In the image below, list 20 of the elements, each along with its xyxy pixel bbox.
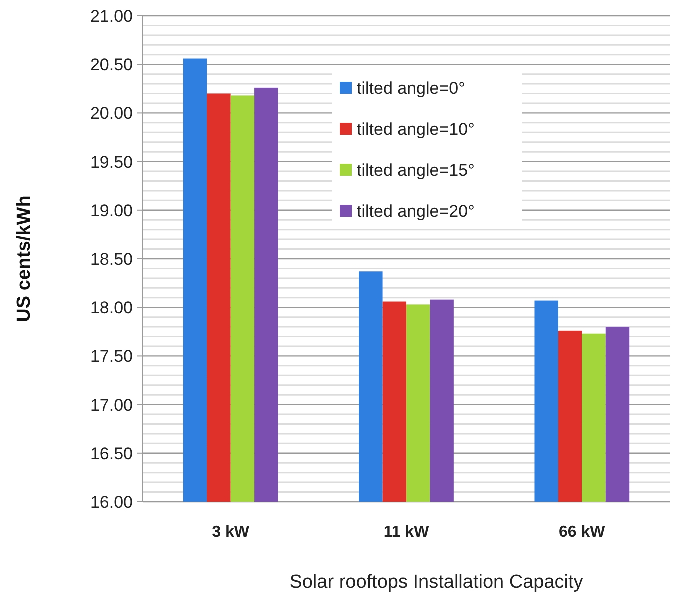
y-tick-label: 16.50 xyxy=(90,444,133,464)
y-axis-title: US cents/kWh xyxy=(14,196,35,322)
x-tick-label: 3 kW xyxy=(212,524,250,541)
legend-label: tilted angle=10° xyxy=(357,120,475,139)
y-tick-label: 16.00 xyxy=(90,492,133,512)
y-tick-label: 20.00 xyxy=(90,104,133,124)
x-axis-title: Solar rooftops Installation Capacity xyxy=(290,572,584,593)
legend-label: tilted angle=15° xyxy=(357,160,475,180)
y-tick-label: 18.50 xyxy=(90,250,133,269)
y-tick-label: 17.50 xyxy=(90,347,133,366)
y-tick-label: 21.00 xyxy=(90,6,133,26)
legend-label: tilted angle=20° xyxy=(357,202,475,221)
x-tick-label: 66 kW xyxy=(559,524,606,541)
y-tick-label: 20.50 xyxy=(90,56,133,75)
legend-label: tilted angle=0° xyxy=(357,78,466,98)
y-tick-label: 19.00 xyxy=(90,201,133,220)
y-tick-label: 18.00 xyxy=(90,298,133,318)
y-tick-label: 19.50 xyxy=(90,152,133,172)
x-tick-label: 11 kW xyxy=(384,524,430,541)
y-tick-label: 17.00 xyxy=(90,396,133,415)
